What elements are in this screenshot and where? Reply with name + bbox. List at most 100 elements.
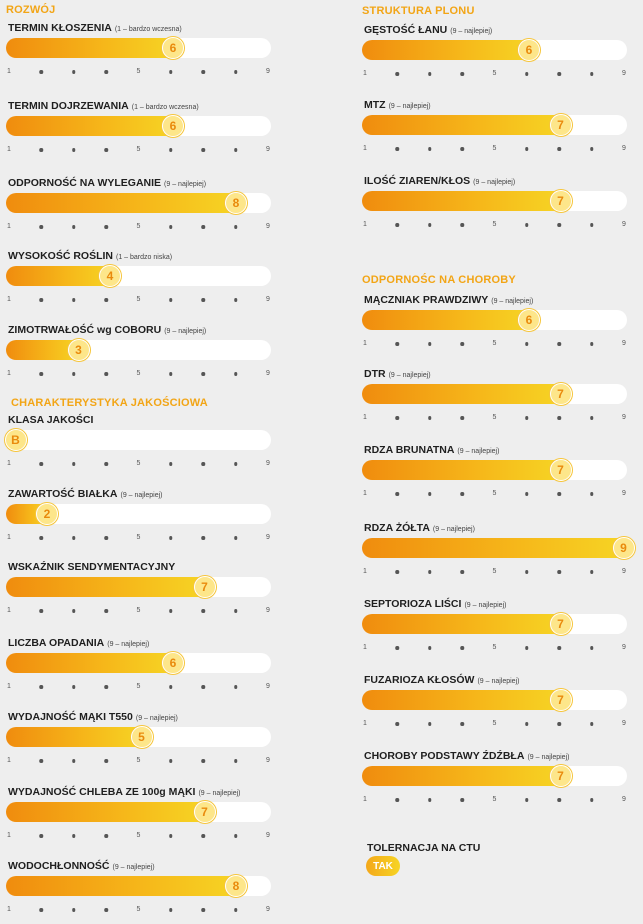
scale-dot (72, 834, 76, 838)
trait-note: (9 – najlepiej) (457, 448, 500, 455)
rating-scale: 1 5 9 (362, 644, 627, 652)
rating-badge: 6 (518, 309, 540, 331)
trait-label: SEPTORIOZA LIŚCI (9 – najlepiej) (364, 598, 506, 610)
scale-dot (104, 908, 108, 912)
trait-name: WYSOKOŚĆ ROŚLIN (8, 250, 114, 262)
scale-dot (428, 147, 432, 151)
trait-label: DTR (9 – najlepiej) (364, 368, 431, 380)
scale-dot (201, 536, 205, 540)
rating-scale: 1 5 9 (362, 221, 627, 229)
trait-left-8: LICZBA OPADANIA (9 – najlepiej) 6 1 5 9 (6, 637, 272, 697)
rating-bar: 7 (362, 689, 627, 711)
trait-label: TERMIN DOJRZEWANIA (1 – bardzo wczesna) (8, 100, 199, 112)
trait-left-1: TERMIN DOJRZEWANIA (1 – bardzo wczesna) 6 1… (6, 100, 272, 160)
scale-dot (557, 570, 561, 574)
rating-bar: 6 (6, 37, 271, 59)
scale-dot (233, 225, 238, 229)
trait-label: WODOCHŁONNOŚĆ (9 – najlepiej) (8, 860, 155, 872)
scale-min-label: 1 (363, 644, 367, 651)
scale-dot (460, 416, 464, 420)
scale-dot (428, 416, 432, 420)
trait-label: ILOŚĆ ZIAREN/KŁOS (9 – najlepiej) (364, 175, 515, 187)
scale-dot (72, 759, 76, 763)
trait-left-7: WSKAŹNIK SENDYMENTACYJNY 7 1 5 9 (6, 561, 272, 621)
rating-badge: 2 (36, 503, 58, 525)
scale-dot (395, 722, 400, 726)
scale-mid-label: 5 (136, 146, 141, 153)
scale-dot (39, 609, 44, 613)
scale-min-label: 1 (363, 490, 367, 497)
scale-min-label: 1 (7, 460, 11, 467)
trait-note: (9 – najlepiej) (477, 678, 520, 685)
scale-dot (39, 70, 44, 74)
rating-fill (6, 577, 205, 597)
scale-max-label: 9 (266, 460, 270, 467)
scale-dot (557, 492, 561, 496)
scale-max-label: 9 (266, 146, 270, 153)
rating-scale: 1 5 9 (6, 906, 271, 914)
scale-max-label: 9 (622, 70, 626, 77)
trait-right-5: RDZA BRUNATNA (9 – najlepiej) 7 1 5 9 (362, 444, 628, 504)
scale-dot (72, 462, 76, 466)
rating-bar: 6 (6, 115, 271, 137)
scale-mid-label: 5 (492, 70, 497, 77)
scale-dot (201, 834, 205, 838)
rating-scale: 1 5 9 (6, 534, 271, 542)
trait-left-0: TERMIN KŁOSZENIA (1 – bardzo wczesna) 6 1 5 9 (6, 22, 272, 82)
scale-mid-label: 5 (136, 832, 141, 839)
rating-fill (362, 384, 561, 404)
rating-scale: 1 5 9 (6, 683, 271, 691)
trait-note: (9 – najlepiej) (527, 754, 570, 761)
scale-dot (428, 646, 432, 650)
scale-dot (233, 536, 238, 540)
scale-mid-label: 5 (136, 296, 141, 303)
rating-badge: 6 (162, 115, 184, 137)
rating-bar: 7 (362, 613, 627, 635)
scale-dot (201, 908, 205, 912)
trait-name: WYDAJNOŚĆ MĄKI T550 (8, 711, 133, 723)
rating-fill (6, 193, 237, 213)
scale-dot (201, 462, 205, 466)
rating-fill (6, 38, 174, 58)
scale-dot (169, 834, 173, 838)
scale-dot (460, 570, 464, 574)
trait-left-4: ZIMOTRWAŁOŚĆ wg COBORU (9 – najlepiej) 3 1 5… (6, 324, 272, 384)
scale-dot (557, 72, 561, 76)
scale-max-label: 9 (266, 68, 270, 75)
section-title-struktura: STRUKTURA PLONU (362, 5, 475, 17)
rating-badge: 5 (130, 726, 153, 748)
rating-fill (362, 538, 624, 558)
trait-name: CHOROBY PODSTAWY ŹDŹBŁA (364, 750, 525, 762)
rating-fill (362, 460, 561, 480)
trait-right-2: ILOŚĆ ZIAREN/KŁOS (9 – najlepiej) 7 1 5 9 (362, 175, 628, 235)
rating-scale: 1 5 9 (6, 296, 271, 304)
trait-name: ILOŚĆ ZIAREN/KŁOS (364, 175, 471, 187)
trait-note: (9 – najlepiej) (164, 328, 207, 335)
trait-label: ZIMOTRWAŁOŚĆ wg COBORU (9 – najlepiej) (8, 324, 206, 336)
trait-name: TERMIN DOJRZEWANIA (8, 100, 129, 112)
trait-note: (9 – najlepiej) (198, 790, 241, 797)
scale-mid-label: 5 (136, 370, 141, 377)
scale-dot (169, 759, 173, 763)
scale-max-label: 9 (266, 296, 270, 303)
scale-mid-label: 5 (492, 340, 497, 347)
scale-dot (169, 225, 173, 229)
trait-name: WODOCHŁONNOŚĆ (8, 860, 110, 872)
rating-bar: 7 (362, 114, 627, 136)
ctu-title: TOLERNACJA NA CTU (367, 842, 481, 854)
scale-dot (104, 225, 108, 229)
rating-scale: 1 5 9 (362, 568, 627, 576)
rating-badge: B (4, 429, 27, 451)
scale-max-label: 9 (622, 414, 626, 421)
trait-right-7: SEPTORIOZA LIŚCI (9 – najlepiej) 7 1 5 9 (362, 598, 628, 658)
scale-dot (525, 147, 529, 151)
rating-fill (362, 191, 561, 211)
scale-mid-label: 5 (492, 221, 497, 228)
rating-scale: 1 5 9 (6, 68, 271, 76)
rating-bar: 7 (362, 459, 627, 481)
rating-bar: 7 (362, 765, 627, 787)
scale-dot (72, 685, 76, 689)
scale-mid-label: 5 (136, 683, 141, 690)
scale-dot (72, 298, 76, 302)
rating-badge: 4 (99, 265, 121, 287)
